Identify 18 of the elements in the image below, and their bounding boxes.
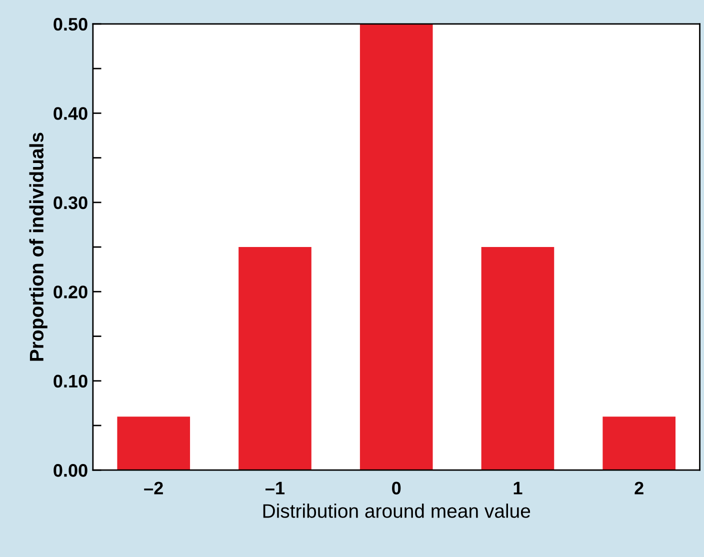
x-tick-label: 0 — [392, 482, 401, 494]
x-tick-label: –2 — [144, 482, 163, 494]
bar — [238, 247, 312, 470]
bar — [602, 416, 676, 470]
bar — [481, 247, 554, 470]
y-tick-label: 0.40 — [54, 107, 88, 120]
bar — [117, 416, 190, 470]
y-tick-label: 0.50 — [54, 18, 88, 31]
y-tick-label: 0.10 — [54, 374, 88, 388]
y-tick-label: 0.30 — [54, 196, 88, 210]
y-axis-title: Proportion of individuals — [29, 132, 48, 361]
x-tick-label: 2 — [634, 482, 644, 494]
bar — [360, 24, 433, 470]
x-axis-title: Distribution around mean value — [263, 504, 530, 518]
y-tick-label: 0.00 — [54, 464, 88, 477]
y-tick-label: 0.20 — [54, 286, 88, 298]
x-tick-label: 1 — [514, 482, 522, 494]
x-tick-label: –1 — [265, 482, 285, 494]
